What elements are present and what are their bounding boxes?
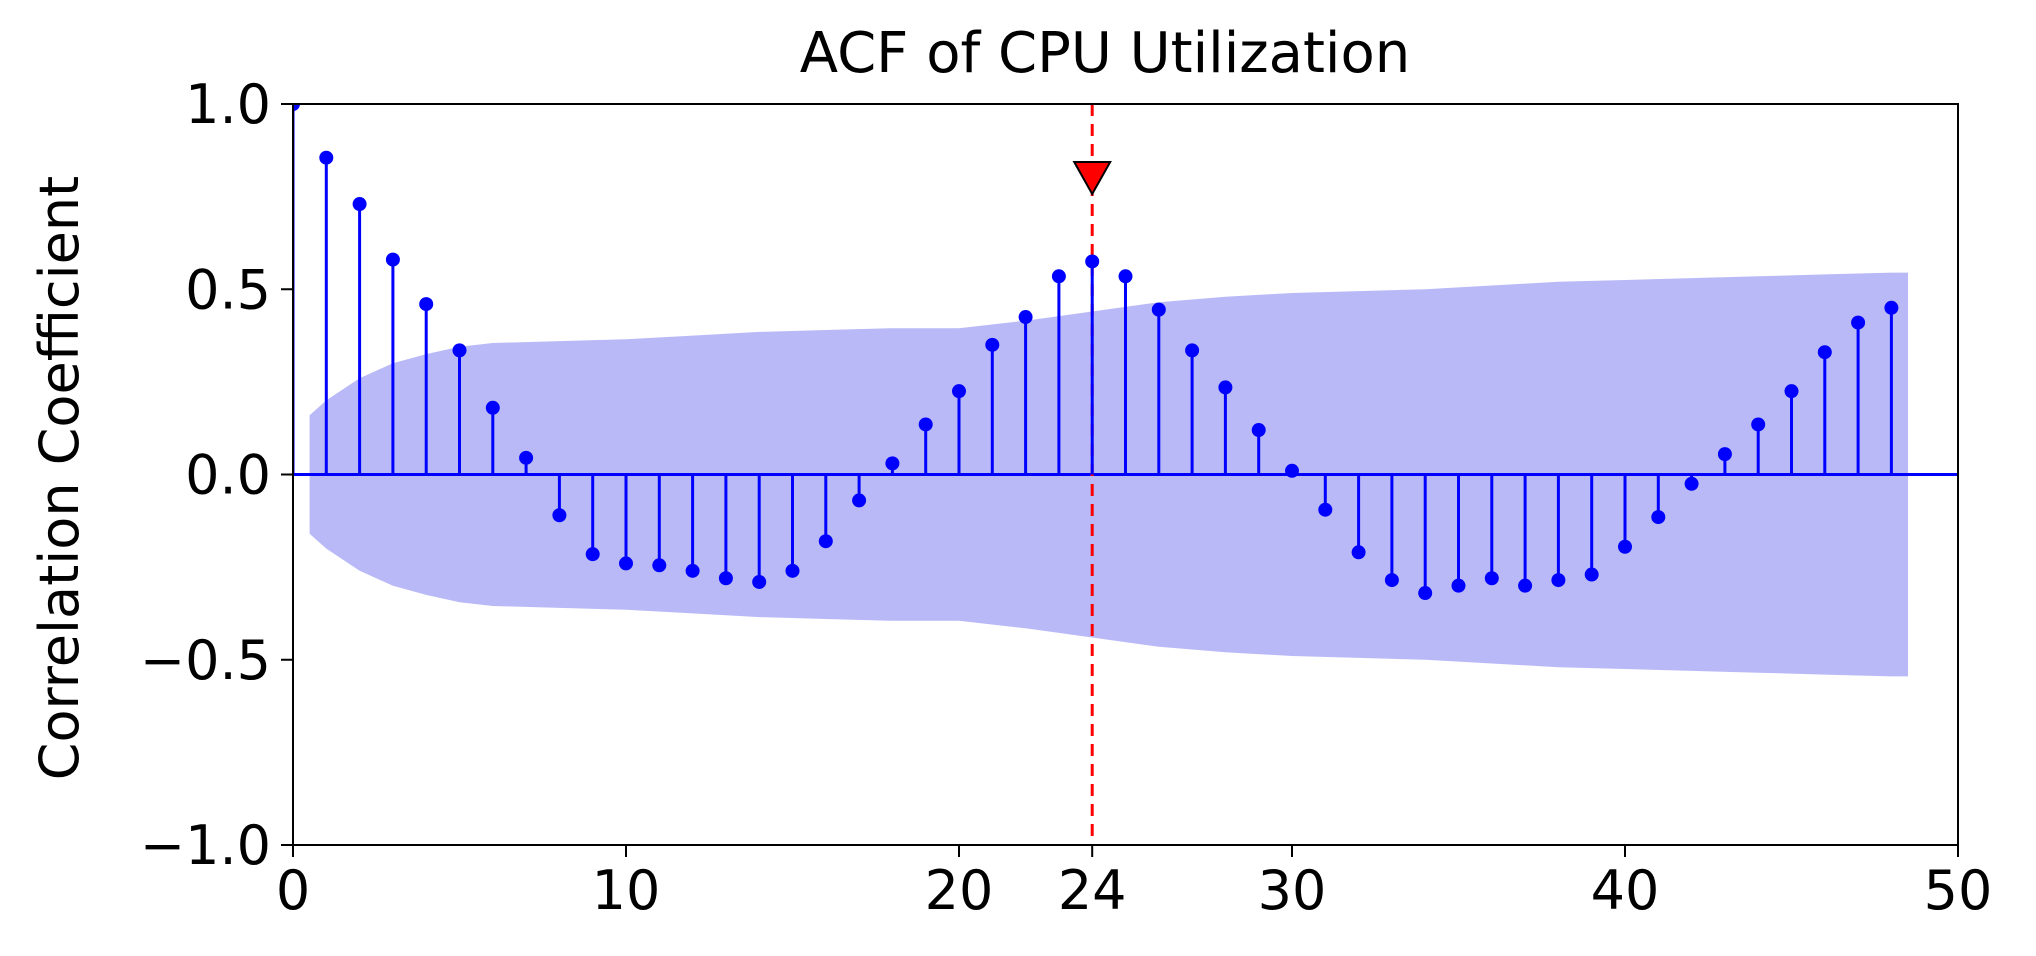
x-tick-label-40: 40 bbox=[1591, 859, 1660, 922]
stem-marker-lag-3 bbox=[385, 252, 400, 267]
stem-marker-lag-24 bbox=[1085, 254, 1100, 269]
stem-marker-lag-17 bbox=[852, 493, 867, 508]
stem-marker-lag-8 bbox=[552, 508, 567, 523]
stem-marker-lag-5 bbox=[452, 343, 467, 358]
stem-marker-lag-32 bbox=[1351, 545, 1366, 560]
stem-marker-lag-9 bbox=[585, 547, 600, 562]
y-tick-label-2: 0.0 bbox=[185, 444, 271, 507]
stem-marker-lag-25 bbox=[1118, 269, 1133, 284]
x-tick-label-30: 30 bbox=[1258, 859, 1327, 922]
x-tick-label-0: 0 bbox=[276, 859, 310, 922]
stem-marker-lag-31 bbox=[1318, 502, 1333, 517]
stem-marker-lag-23 bbox=[1051, 269, 1066, 284]
stem-marker-lag-12 bbox=[685, 563, 700, 578]
stem-marker-lag-26 bbox=[1151, 302, 1166, 317]
stem-marker-lag-38 bbox=[1551, 573, 1566, 588]
stem-marker-lag-44 bbox=[1751, 417, 1766, 432]
stem-marker-lag-6 bbox=[485, 400, 500, 415]
x-tick-label-10: 10 bbox=[592, 859, 661, 922]
stem-marker-lag-20 bbox=[952, 384, 966, 399]
stem-marker-lag-37 bbox=[1518, 578, 1533, 593]
y-axis-label: Correlation Coefficient bbox=[28, 176, 91, 780]
stem-marker-lag-13 bbox=[718, 571, 733, 586]
stem-marker-lag-36 bbox=[1484, 571, 1499, 586]
stem-marker-lag-42 bbox=[1684, 476, 1699, 491]
stem-marker-lag-45 bbox=[1784, 384, 1799, 399]
y-tick-label-0: −1.0 bbox=[140, 814, 271, 877]
plot-area: 0 10 20 24 30 40 50 −1.0 −0.5 0.0 0.5 1.0 bbox=[140, 73, 1992, 922]
stem-marker-lag-15 bbox=[785, 563, 800, 578]
highlight-triangle-marker bbox=[1072, 161, 1112, 197]
y-tick-label-3: 0.5 bbox=[185, 258, 271, 321]
x-tick-label-20: 20 bbox=[925, 859, 994, 922]
stem-marker-lag-28 bbox=[1218, 380, 1233, 395]
stem-marker-lag-7 bbox=[519, 450, 534, 465]
y-tick-label-4: 1.0 bbox=[185, 73, 271, 136]
stem-marker-lag-41 bbox=[1651, 510, 1666, 525]
stem-marker-lag-22 bbox=[1018, 310, 1033, 325]
x-tick-label-24: 24 bbox=[1058, 859, 1127, 922]
stem-marker-lag-47 bbox=[1851, 315, 1866, 330]
stem-marker-lag-14 bbox=[752, 574, 767, 589]
stem-marker-lag-27 bbox=[1185, 343, 1200, 358]
stem-marker-lag-0 bbox=[293, 104, 300, 111]
stem-marker-lag-11 bbox=[652, 558, 667, 573]
x-tick-label-50: 50 bbox=[1924, 859, 1993, 922]
stem-marker-lag-1 bbox=[319, 150, 334, 165]
stem-marker-lag-34 bbox=[1418, 586, 1433, 601]
stem-marker-lag-16 bbox=[818, 534, 833, 549]
stem-marker-lag-46 bbox=[1817, 345, 1832, 360]
stem-marker-lag-21 bbox=[985, 337, 1000, 352]
stem-marker-lag-39 bbox=[1584, 567, 1599, 582]
stem-marker-lag-19 bbox=[918, 417, 933, 432]
stem-marker-lag-33 bbox=[1384, 573, 1399, 588]
stem-marker-lag-43 bbox=[1717, 447, 1732, 462]
stem-marker-lag-2 bbox=[352, 197, 367, 212]
stem-marker-lag-40 bbox=[1618, 539, 1632, 554]
chart-title: ACF of CPU Utilization bbox=[800, 21, 1410, 86]
stem-marker-lag-30 bbox=[1285, 463, 1299, 478]
stem-marker-lag-35 bbox=[1451, 578, 1466, 593]
stem-marker-lag-10 bbox=[619, 556, 633, 571]
stem-marker-lag-29 bbox=[1251, 423, 1266, 438]
stem-marker-lag-4 bbox=[419, 297, 434, 312]
stem-marker-lag-18 bbox=[885, 456, 900, 471]
stem-marker-lag-48 bbox=[1884, 300, 1899, 315]
y-tick-label-1: −0.5 bbox=[140, 629, 271, 692]
